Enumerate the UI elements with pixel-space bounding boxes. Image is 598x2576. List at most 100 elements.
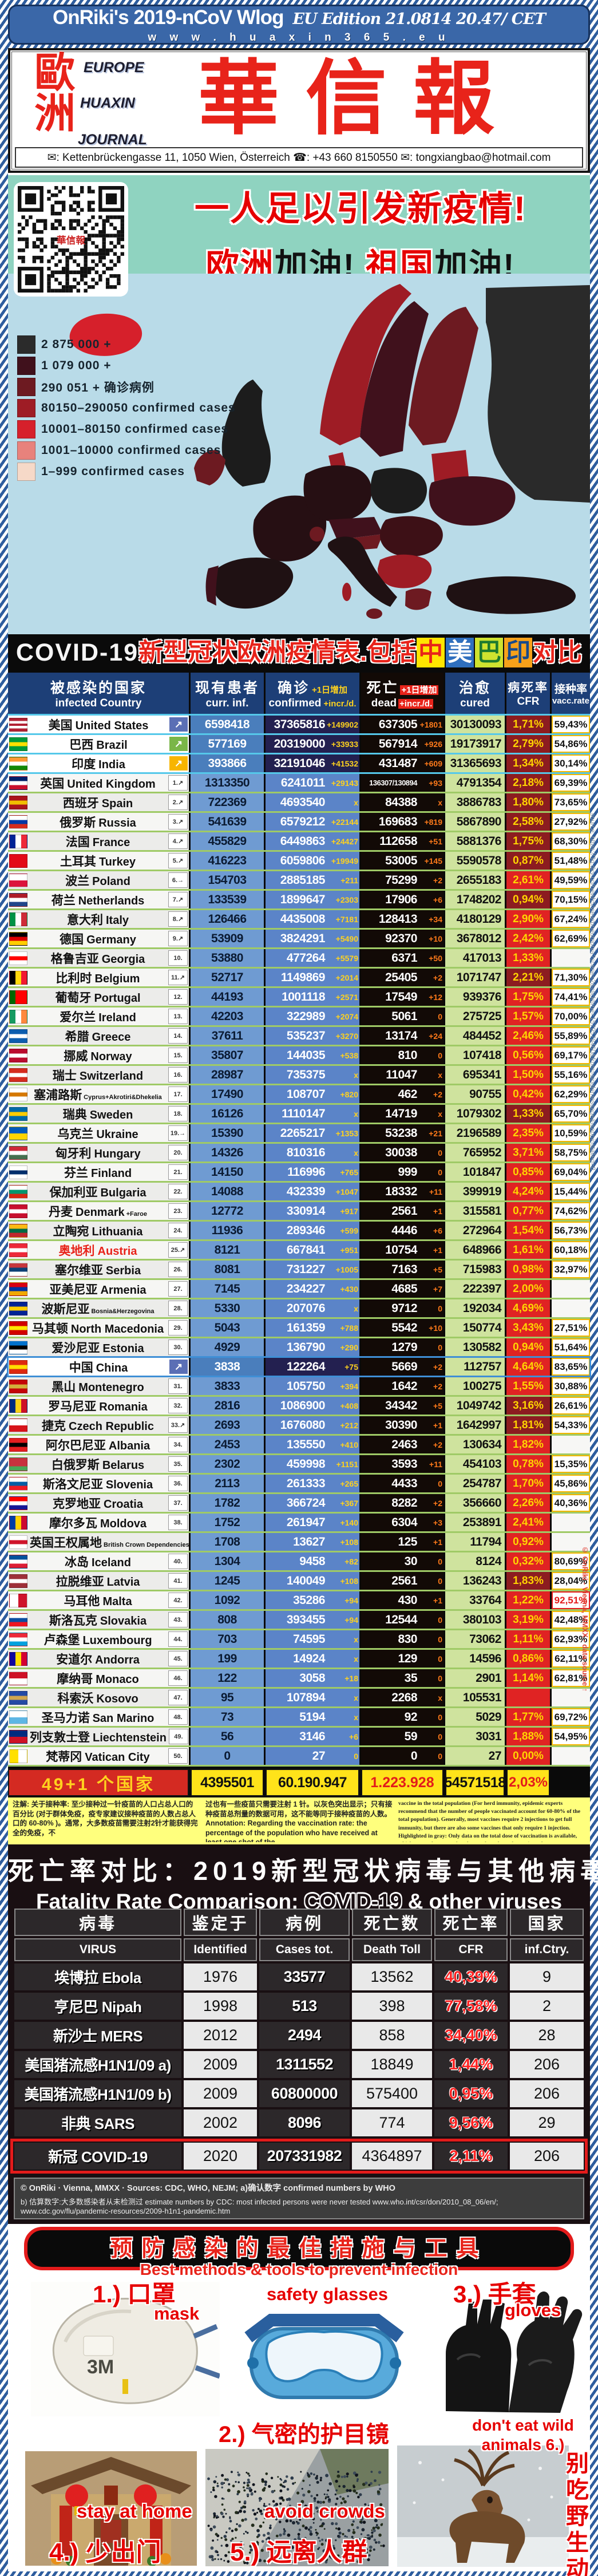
cell-cfr: 1,11% [506,1630,550,1648]
dead-number: 10754 [385,1243,417,1257]
cell-current: 28987 [191,1066,264,1084]
confirmed-number: 330914 [286,1204,326,1218]
slogan-line1: 一人足以引发新疫情! [195,189,526,228]
dead-number: 18332 [385,1184,417,1198]
confirmed-increase: +538 [340,1050,358,1060]
confirmed-increase: x [354,1693,358,1702]
fatality-header-cell: 病毒 [14,1909,181,1936]
cell-dead: 92 0 [361,1708,443,1726]
masthead-huaxin-label: HUAXIN [80,95,135,111]
label-home-num: 4.) 少出门 [49,2538,161,2566]
country-flag-icon [9,1554,27,1568]
dead-number: 136307/130894 [369,779,417,787]
rank-badge: 3.↗ [168,814,188,829]
cell-vacc-rate: 74,62% [552,1202,590,1220]
cell-cured: 105531 [445,1689,505,1706]
cell-dead: 6304 +3 [361,1514,443,1531]
country-flag-icon [9,1632,27,1646]
masthead-europe-label: EUROPE [84,60,144,76]
table-row: 瑞典 Sweden 18. 16126 1110147 x 14719 x 1079302 1,3… [8,1105,590,1124]
dead-increase: +93 [429,778,442,788]
cell-country: 巴西 Brazil ↗ [8,735,189,753]
dead-number: 84388 [385,795,417,809]
rank-badge: 37. [168,1495,188,1511]
table-row: 法国 France 4.↗ 455829 6449863 +24427 112658 +51 5… [8,832,590,852]
fatality-footer-line2[interactable]: b) 估算数字:大多数感染者从未检测过 estimate numbers by … [21,2198,498,2215]
dead-number: 129 [398,1652,417,1665]
cell-confirmed: 6059806 +19949 [266,852,359,870]
legend-item: 80150–290050 confirmed cases [17,399,236,417]
cell-vacc-rate: 26,61% [552,1397,590,1415]
fatality-cell: 33577 [259,1963,350,1990]
cell-vacc-rate: 73,65% [552,793,590,811]
contact-bar[interactable]: ✉: Kettenbrückengasse 11, 1050 Wien, Öst… [15,147,583,168]
cell-current: 4929 [191,1338,264,1356]
cell-dead: 13174 +24 [361,1027,443,1045]
fatality-cell: 206 [510,2051,584,2078]
cell-cured: 5867890 [445,813,505,831]
rank-badge: 34. [168,1437,188,1452]
cell-current: 126466 [191,910,264,928]
dead-increase: +21 [429,1128,442,1138]
dead-increase: +145 [424,856,442,866]
rank-badge: 10. [168,950,188,966]
country-name: 科索沃 Kosovo [57,1692,138,1705]
cell-cured: 715983 [445,1261,505,1278]
dead-number: 3593 [391,1457,417,1471]
website-url[interactable]: w w w . h u a x i n 3 6 5 . e u [148,31,450,44]
country-name: 匈牙利 Hungary [55,1147,141,1160]
confirmed-number: 140049 [286,1574,326,1587]
cell-country: 罗马尼亚 Romania 32. [8,1397,189,1415]
cell-cfr: 0,32% [506,1552,550,1570]
confirmed-number: 9458 [299,1554,325,1568]
qr-code[interactable]: 華信報 [14,182,128,297]
confirmed-number: 74595 [293,1632,325,1646]
cell-vacc-rate: 40,36% [552,1494,590,1512]
fatality-cell: 4364897 [352,2143,432,2170]
dead-number: 53005 [385,854,417,867]
map-ireland [194,450,225,485]
country-name: 安道尔 Andorra [56,1653,140,1666]
cell-dead: 112658 +51 [361,832,443,850]
confirmed-increase: +408 [340,1401,358,1411]
country-flag-icon [9,756,27,771]
cell-confirmed: 731227 +1005 [266,1261,359,1278]
fatality-cell: 美国猪流感H1N1/09 a) [14,2051,181,2078]
rank-badge: 45. [168,1651,188,1666]
country-name: 波斯尼亚 Bosnia&Herzegovina [41,1302,155,1316]
legend-item: 1001–10000 confirmed cases [17,441,236,460]
cell-confirmed: 32191046 +41532 [266,754,359,772]
cell-current: 14088 [191,1183,264,1200]
table-row: 立陶宛 Lithuania 24. 11936 289346 +599 4446 +6 2729… [8,1222,590,1241]
country-name: 格鲁吉亚 Georgia [50,952,145,966]
dead-number: 1279 [391,1340,417,1354]
fatality-cell: 575400 [352,2080,432,2107]
cell-cfr: 1,50% [506,1066,550,1084]
country-name: 奥地利 Austria [58,1244,137,1258]
confirmed-increase: x [354,1303,358,1313]
table-row: 罗马尼亚 Romania 32. 2816 1086900 +408 34342 +5 1049… [8,1397,590,1416]
fatality-header-cell: Death Toll [352,1938,432,1961]
cell-cfr: 2,00% [506,1280,550,1298]
cell-vacc-rate: 30,88% [552,1377,590,1395]
map-spain [212,558,294,609]
rank-badge: 33.↗ [168,1417,188,1433]
cell-cfr: 4,69% [506,1299,550,1317]
cell-country: 马耳他 Malta 42. [8,1591,189,1609]
confirmed-increase: +94 [344,1615,358,1625]
cell-cfr: 1,77% [506,1708,550,1726]
map-czech [328,517,383,540]
dead-number: 4433 [391,1476,417,1490]
dead-increase: 0 [438,1615,442,1625]
cell-cfr: 1,57% [506,1008,550,1025]
cell-cured: 648966 [445,1241,505,1259]
dead-increase: +11 [429,1187,442,1196]
cell-country: 英国 United Kingdom 1.↗ [8,774,189,792]
cell-cured: 765952 [445,1144,505,1161]
country-name: 德国 Germany [60,933,136,946]
fatality-cell: 29 [510,2109,584,2136]
dead-increase: +24 [429,1031,442,1041]
table-row: 摩尔多瓦 Moldova 38. 1752 261947 +140 6304 +3 253891… [8,1514,590,1533]
dead-increase: 0 [438,1673,442,1683]
confirmed-increase: +367 [340,1498,358,1508]
